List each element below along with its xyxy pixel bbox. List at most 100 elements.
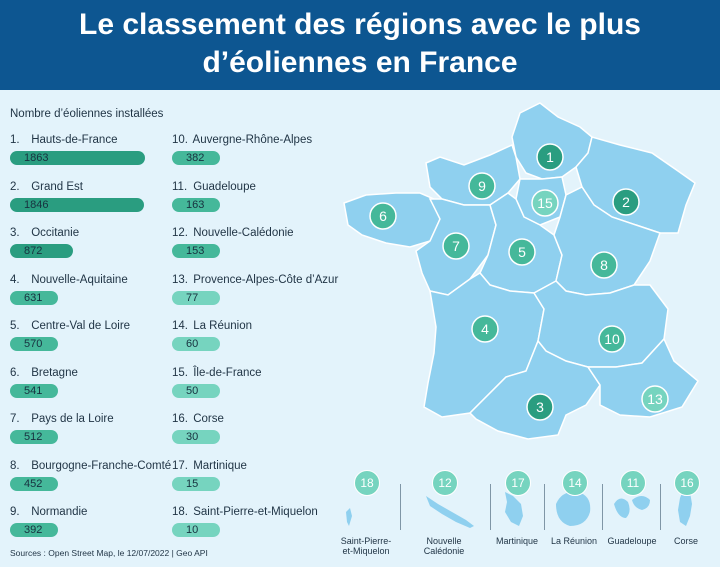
territory-label-line1: Martinique xyxy=(495,536,539,546)
region-name: Corse xyxy=(190,413,224,425)
region-label: 14. La Réunion xyxy=(172,320,252,332)
map-marker-label: 4 xyxy=(481,321,489,337)
map-marker: 6 xyxy=(369,202,397,230)
bar xyxy=(172,197,220,212)
map-marker: 10 xyxy=(598,325,626,353)
ranking-item: 10. Auvergne-Rhône-Alpes 382 xyxy=(172,134,342,170)
map-marker-circle xyxy=(369,202,397,230)
territory-divider xyxy=(660,484,661,530)
region-name: Bretagne xyxy=(28,366,78,379)
region-label: 5. Centre-Val de Loire xyxy=(10,320,130,332)
map-marker-circle xyxy=(641,385,669,413)
territory-shape xyxy=(346,508,352,526)
region-label: 4. Nouvelle-Aquitaine xyxy=(10,274,128,286)
rank-number: 15. xyxy=(172,366,188,379)
territory-label: La Réunion xyxy=(540,536,608,546)
bar-value-label: 1863 xyxy=(24,152,49,164)
map-marker-label: 2 xyxy=(622,194,630,210)
chart-title-line2: d’éoliennes en France xyxy=(202,46,518,79)
rank-number: 7. xyxy=(10,413,20,425)
bar-value-label: 15 xyxy=(186,477,199,490)
rank-number: 17. xyxy=(172,459,188,472)
ranking-item: 9. Normandie 392 xyxy=(10,506,180,542)
map-marker: 1 xyxy=(536,143,564,171)
territory-shape xyxy=(556,491,591,526)
bar xyxy=(172,383,220,398)
bar-value-label: 153 xyxy=(186,245,205,257)
bar xyxy=(10,290,58,305)
rank-number: 4. xyxy=(10,273,20,286)
territory-label-line1: Guadeloupe xyxy=(607,536,657,546)
rank-number: 13. xyxy=(172,273,188,286)
region-name: Bourgogne-Franche-Comté xyxy=(28,459,172,472)
bar xyxy=(172,290,220,305)
rank-number: 6. xyxy=(10,366,20,379)
region-bourgogne-franche-comte xyxy=(553,186,661,296)
region-label: 9. Normandie xyxy=(10,506,87,518)
ranking-item: 1. Hauts-de-France 1863 xyxy=(10,134,180,170)
map-marker-circle xyxy=(531,189,559,217)
territory-marker: 12 xyxy=(432,470,458,496)
bar xyxy=(10,244,74,258)
region-label: 7. Pays de la Loire xyxy=(10,413,114,425)
region-auvergne-rhone-alpes xyxy=(532,280,669,368)
territory-label-line1: Nouvelle xyxy=(426,536,462,546)
rank-number: 9. xyxy=(10,506,20,518)
bar-value-label: 452 xyxy=(24,477,43,490)
ranking-item: 13. Provence-Alpes-Côte d’Azur 77 xyxy=(172,274,342,310)
map-marker: 5 xyxy=(508,238,536,266)
territory-label-line2: et-Miquelon xyxy=(342,546,390,556)
map-marker-label: 1 xyxy=(546,149,554,165)
region-name: Hauts-de-France xyxy=(28,134,118,146)
map-marker: 8 xyxy=(590,251,618,279)
rank-number: 10. xyxy=(172,134,188,146)
territory-label: Corse xyxy=(652,536,720,546)
bar-value-label: 163 xyxy=(186,198,205,211)
map-marker: 4 xyxy=(471,315,499,343)
region-label: 8. Bourgogne-Franche-Comté xyxy=(10,460,171,472)
territory-marker: 16 xyxy=(674,470,700,496)
map-marker-label: 8 xyxy=(600,257,608,273)
territory-divider xyxy=(544,484,545,530)
map-marker-label: 5 xyxy=(518,244,526,260)
region-label: 15. Île-de-France xyxy=(172,367,262,379)
region-name: La Réunion xyxy=(190,320,253,332)
region-label: 6. Bretagne xyxy=(10,367,78,379)
rank-number: 2. xyxy=(10,180,20,193)
bar-value-label: 60 xyxy=(186,338,199,350)
region-name: Occitanie xyxy=(28,227,80,239)
bar xyxy=(172,476,220,491)
map-marker-circle xyxy=(468,172,496,200)
territory-label-line1: Corse xyxy=(673,536,698,546)
ranking-item: 8. Bourgogne-Franche-Comté 452 xyxy=(10,460,180,496)
territory-label-line2: Calédonie xyxy=(423,546,465,556)
region-name: Normandie xyxy=(28,506,88,518)
rank-number: 12. xyxy=(172,227,188,239)
map-marker-label: 6 xyxy=(379,208,387,224)
bar-value-label: 512 xyxy=(24,431,43,443)
region-label: 13. Provence-Alpes-Côte d’Azur xyxy=(172,274,338,286)
territory-divider xyxy=(490,484,491,530)
bar xyxy=(10,383,58,398)
map-marker-circle xyxy=(526,393,554,421)
source-note: Sources : Open Street Map, le 12/07/2022… xyxy=(10,548,208,558)
region-name: Nouvelle-Aquitaine xyxy=(28,273,128,286)
bar xyxy=(10,197,144,212)
map-marker-label: 10 xyxy=(604,331,620,347)
map-marker-circle xyxy=(508,238,536,266)
region-occitanie xyxy=(468,339,601,440)
rank-number: 11. xyxy=(172,180,188,193)
ranking-item: 17. Martinique 15 xyxy=(172,460,342,496)
bar xyxy=(10,430,58,444)
chart-title-line1: Le classement des régions avec le plus xyxy=(79,8,641,41)
region-name: Saint-Pierre-et-Miquelon xyxy=(190,506,318,518)
rank-number: 14. xyxy=(172,320,188,332)
region-label: 11. Guadeloupe xyxy=(172,181,256,193)
region-label: 1. Hauts-de-France xyxy=(10,134,117,146)
bar xyxy=(172,430,220,444)
region-name: Île-de-France xyxy=(190,366,262,379)
region-label: 12. Nouvelle-Calédonie xyxy=(172,227,294,239)
bar-value-label: 392 xyxy=(24,524,43,536)
map-marker-circle xyxy=(536,143,564,171)
map-marker: 15 xyxy=(531,189,559,217)
